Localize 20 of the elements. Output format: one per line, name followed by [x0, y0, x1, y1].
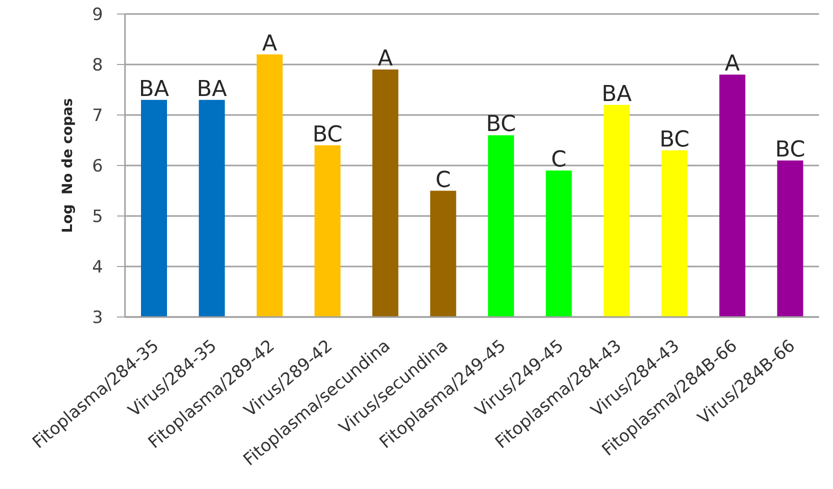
y-tick-label: 9: [92, 5, 103, 26]
y-tick-label: 8: [92, 56, 103, 76]
data-label: BC: [775, 137, 806, 162]
data-label: BC: [312, 122, 343, 148]
data-label: BC: [659, 127, 690, 152]
data-label: BA: [138, 76, 170, 102]
data-label: A: [724, 52, 740, 77]
data-label: C: [435, 168, 451, 193]
y-tick-label: 7: [92, 106, 103, 126]
data-label: BC: [486, 112, 516, 138]
y-tick-label: 4: [92, 258, 103, 278]
y-tick-label: 6: [92, 156, 103, 177]
y-tick-label: 3: [92, 308, 103, 328]
data-label: A: [378, 46, 393, 72]
data-label: BA: [196, 76, 227, 102]
y-tick-label: 5: [92, 207, 103, 228]
data-label: A: [262, 31, 278, 56]
data-label: C: [551, 148, 567, 173]
y-axis-title: Log No de copas: [60, 98, 76, 233]
data-label: BA: [602, 82, 632, 107]
